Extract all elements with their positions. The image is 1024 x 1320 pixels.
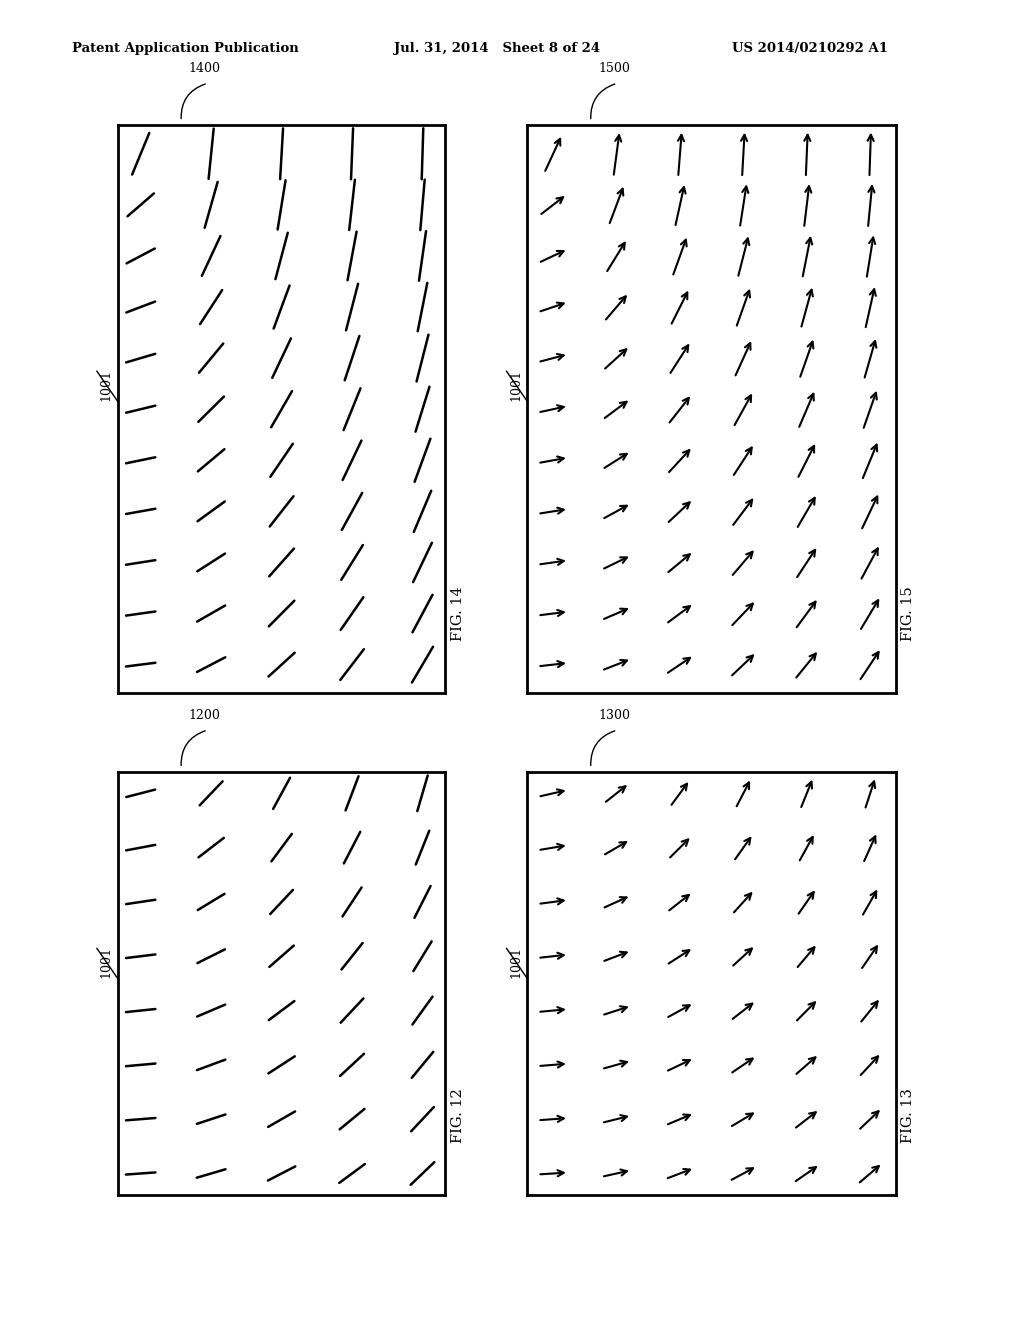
Text: Jul. 31, 2014   Sheet 8 of 24: Jul. 31, 2014 Sheet 8 of 24 — [394, 42, 600, 55]
Text: 1001: 1001 — [99, 945, 113, 978]
Text: 1400: 1400 — [188, 62, 221, 75]
Text: US 2014/0210292 A1: US 2014/0210292 A1 — [732, 42, 888, 55]
Text: 1001: 1001 — [509, 368, 522, 401]
Text: 1300: 1300 — [598, 709, 631, 722]
Text: 1001: 1001 — [99, 368, 113, 401]
Text: 1500: 1500 — [598, 62, 631, 75]
Text: 1001: 1001 — [509, 945, 522, 978]
Text: FIG. 15: FIG. 15 — [901, 586, 915, 642]
Text: Patent Application Publication: Patent Application Publication — [72, 42, 298, 55]
Text: FIG. 14: FIG. 14 — [451, 586, 465, 642]
Text: 1200: 1200 — [188, 709, 221, 722]
Text: FIG. 13: FIG. 13 — [901, 1088, 915, 1143]
Text: FIG. 12: FIG. 12 — [451, 1088, 465, 1143]
